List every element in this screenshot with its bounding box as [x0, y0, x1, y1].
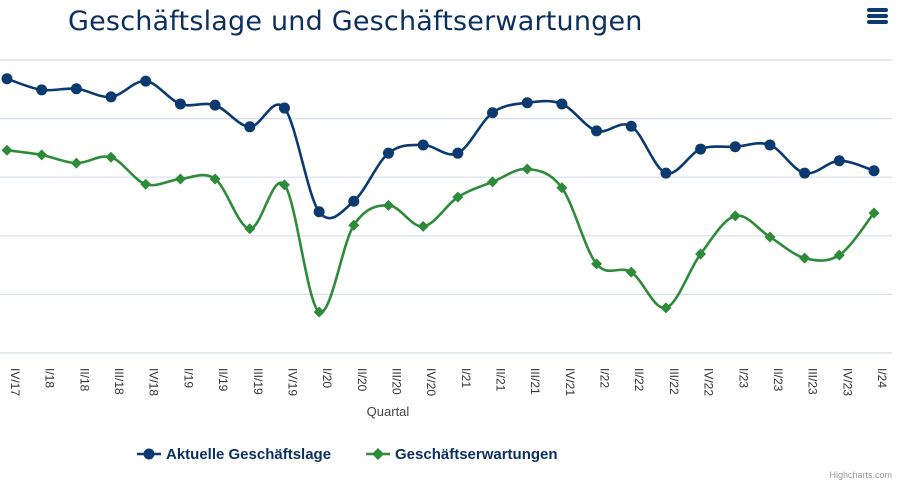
data-point-diamond[interactable]: [417, 220, 429, 232]
data-point-diamond[interactable]: [799, 252, 811, 264]
data-point-circle[interactable]: [487, 107, 499, 119]
x-tick-label: IV/23: [840, 368, 854, 396]
data-point-circle[interactable]: [764, 139, 776, 151]
data-point-circle[interactable]: [278, 102, 290, 114]
x-tick-label: IV/22: [702, 368, 716, 396]
data-point-circle[interactable]: [833, 155, 845, 167]
x-tick-label: I/22: [598, 368, 612, 388]
x-tick-label: III/18: [112, 368, 126, 395]
legend-item-geschaeftserwartungen[interactable]: Geschäftserwartungen: [366, 446, 558, 463]
x-tick-label: II/22: [632, 368, 646, 392]
x-tick-label: III/21: [528, 368, 542, 395]
data-point-diamond[interactable]: [729, 210, 741, 222]
x-tick-label: I/23: [736, 368, 750, 388]
data-point-circle[interactable]: [868, 165, 880, 177]
data-point-circle[interactable]: [417, 139, 429, 151]
series-aktuelle-geschaeftslage: [1, 73, 880, 220]
data-point-diamond[interactable]: [209, 173, 221, 185]
data-point-diamond[interactable]: [556, 182, 568, 194]
x-tick-label: I/19: [181, 368, 195, 388]
x-tick-label: III/20: [389, 368, 403, 395]
data-point-diamond[interactable]: [174, 173, 186, 185]
series-geschaeftserwartungen: [1, 144, 880, 318]
x-tick-label: III/19: [251, 368, 265, 395]
data-point-diamond[interactable]: [348, 219, 360, 231]
x-tick-label: II/20: [355, 368, 369, 392]
data-point-diamond[interactable]: [140, 178, 152, 190]
data-point-circle[interactable]: [660, 167, 672, 179]
data-point-circle[interactable]: [625, 120, 637, 132]
data-point-circle[interactable]: [209, 99, 221, 111]
data-point-circle[interactable]: [140, 75, 152, 87]
data-point-diamond[interactable]: [244, 223, 256, 235]
legend-circle-marker-icon: [143, 448, 155, 460]
data-point-circle[interactable]: [556, 98, 568, 110]
data-point-diamond[interactable]: [70, 157, 82, 169]
data-point-diamond[interactable]: [521, 163, 533, 175]
data-point-circle[interactable]: [244, 121, 256, 133]
x-axis: IV/17 I/18 II/18 III/18 IV/18 I/19 II/19 III/19…: [8, 368, 889, 396]
gridlines: [0, 59, 892, 354]
data-point-diamond[interactable]: [1, 144, 13, 156]
x-tick-label: IV/21: [563, 368, 577, 396]
legend: Aktuelle Geschäftslage Geschäftserwartun…: [137, 446, 558, 463]
x-tick-label: IV/18: [147, 368, 161, 396]
series-line: [5, 77, 876, 220]
data-point-diamond[interactable]: [764, 231, 776, 243]
chart-title: Geschäftslage und Geschäftserwartungen: [68, 6, 643, 37]
data-point-diamond[interactable]: [868, 207, 880, 219]
data-point-circle[interactable]: [452, 147, 464, 159]
data-point-circle[interactable]: [348, 195, 360, 207]
data-point-circle[interactable]: [105, 91, 117, 103]
data-point-circle[interactable]: [591, 125, 603, 137]
context-menu-button[interactable]: [864, 4, 892, 30]
x-tick-label: I/20: [320, 368, 334, 388]
data-point-diamond[interactable]: [591, 258, 603, 270]
data-point-circle[interactable]: [799, 167, 811, 179]
series-line: [5, 148, 876, 314]
legend-item-aktuelle-geschaeftslage[interactable]: Aktuelle Geschäftslage: [137, 446, 331, 463]
legend-label: Aktuelle Geschäftslage: [166, 446, 331, 463]
x-tick-label: I/18: [43, 368, 57, 388]
data-point-diamond[interactable]: [105, 151, 117, 163]
data-point-diamond[interactable]: [313, 306, 325, 318]
x-tick-label: II/23: [771, 368, 785, 392]
x-tick-label: II/19: [216, 368, 230, 392]
x-tick-label: II/21: [494, 368, 508, 392]
series-layer: [1, 73, 880, 318]
data-point-diamond[interactable]: [833, 249, 845, 261]
data-point-diamond[interactable]: [278, 179, 290, 191]
data-point-diamond[interactable]: [382, 199, 394, 211]
x-tick-label: II/18: [77, 368, 91, 392]
data-point-circle[interactable]: [382, 147, 394, 159]
data-point-circle[interactable]: [695, 143, 707, 155]
data-point-diamond[interactable]: [625, 266, 637, 278]
legend-label: Geschäftserwartungen: [395, 446, 558, 463]
data-point-circle[interactable]: [729, 141, 741, 153]
legend-diamond-marker-icon: [372, 448, 384, 460]
x-tick-label: III/23: [806, 368, 820, 395]
credits-link[interactable]: Highcharts.com: [829, 470, 892, 480]
data-point-circle[interactable]: [313, 206, 325, 218]
x-tick-label: IV/17: [8, 368, 22, 396]
data-point-diamond[interactable]: [695, 248, 707, 260]
data-point-circle[interactable]: [36, 84, 48, 96]
data-point-circle[interactable]: [521, 97, 533, 109]
hamburger-menu-icon: [867, 8, 888, 24]
data-point-diamond[interactable]: [452, 191, 464, 203]
x-tick-label: III/22: [667, 368, 681, 395]
x-tick-label: I/21: [459, 368, 473, 388]
data-point-circle[interactable]: [1, 73, 13, 85]
data-point-circle[interactable]: [70, 83, 82, 95]
x-axis-title: Quartal: [367, 404, 410, 419]
data-point-diamond[interactable]: [487, 176, 499, 188]
x-tick-label: I/24: [875, 368, 889, 388]
data-point-diamond[interactable]: [36, 149, 48, 161]
data-point-diamond[interactable]: [660, 302, 672, 314]
x-tick-label: IV/20: [424, 368, 438, 396]
data-point-circle[interactable]: [174, 98, 186, 110]
x-tick-label: IV/19: [285, 368, 299, 396]
